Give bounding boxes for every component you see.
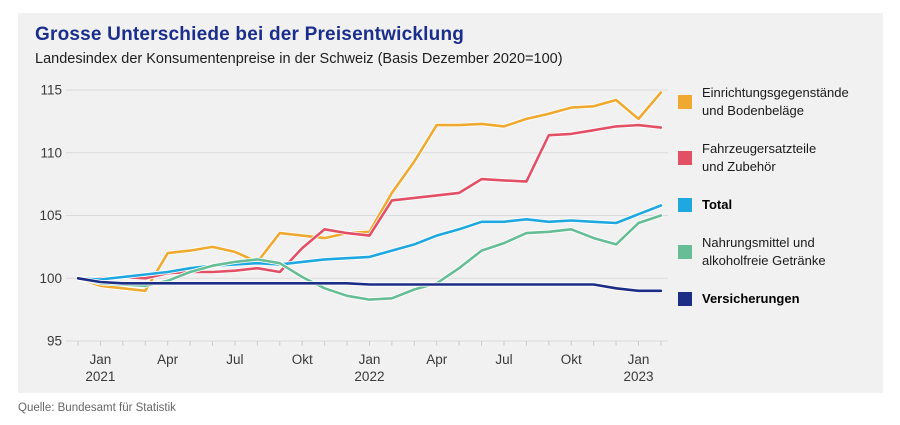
y-tick-label: 115 <box>40 83 62 98</box>
x-tick-label: Jan <box>359 352 381 367</box>
legend-label-einrichtungsgegenstaende: Einrichtungsgegenstände und Bodenbeläge <box>702 85 849 118</box>
legend-swatch-nahrungsmittel <box>678 245 692 259</box>
x-tick-label: Jul <box>495 352 512 367</box>
legend-item-versicherungen: Versicherungen <box>678 290 888 308</box>
series-lines <box>75 90 664 302</box>
legend-item-fahrzeugersatzteile: Fahrzeugersatzteile und Zubehör <box>678 140 888 176</box>
x-axis-labels: Jan 2021 Apr Jul Okt Jan 2022 Apr Jul Okt Jan 2023 <box>85 352 653 384</box>
series-halo-einrichtungsgegenstaende <box>75 90 664 293</box>
x-tick-year-label: 2022 <box>354 369 384 384</box>
chart-panel <box>18 13 883 393</box>
x-tick-label: Jan <box>628 352 650 367</box>
series-line-einrichtungsgegenstaende <box>76 91 663 293</box>
x-tick-label: Jan <box>90 352 112 367</box>
x-tick-label: Okt <box>561 352 582 367</box>
y-tick-label: 95 <box>47 334 62 349</box>
chart-title: Grosse Unterschiede bei der Preisentwick… <box>35 24 465 45</box>
series-line-total <box>76 204 663 281</box>
series-line-nahrungsmittel <box>76 214 663 301</box>
y-tick-label: 110 <box>40 145 62 160</box>
legend-swatch-total <box>678 198 692 212</box>
x-tick-year-label: 2021 <box>85 369 115 384</box>
x-tick-label: Jul <box>226 352 243 367</box>
y-tick-label: 100 <box>39 271 62 286</box>
legend-label-versicherungen: Versicherungen <box>702 291 800 306</box>
x-tick-year-label: 2023 <box>623 369 653 384</box>
y-axis-labels: 95 100 105 110 115 <box>39 83 62 349</box>
legend-item-einrichtungsgegenstaende: Einrichtungsgegenstände und Bodenbeläge <box>678 84 888 120</box>
legend-swatch-fahrzeugersatzteile <box>678 151 692 165</box>
legend-label-fahrzeugersatzteile: Fahrzeugersatzteile und Zubehör <box>702 141 817 174</box>
series-halo-total <box>75 203 664 282</box>
series-line-versicherungen <box>76 276 663 293</box>
source-note: Quelle: Bundesamt für Statistik <box>18 402 176 414</box>
legend-item-nahrungsmittel: Nahrungsmittel und alkoholfreie Getränke <box>678 234 888 270</box>
y-tick-label: 105 <box>39 208 62 223</box>
x-tick-label: Apr <box>157 352 179 367</box>
legend-label-total: Total <box>702 197 733 212</box>
chart-subtitle: Landesindex der Konsumentenpreise in der… <box>35 51 563 67</box>
chart-legend: Einrichtungsgegenstände und Bodenbeläge Fa… <box>678 84 888 308</box>
x-tick-label: Okt <box>292 352 313 367</box>
x-axis-ticks <box>77 341 662 346</box>
legend-label-nahrungsmittel: Nahrungsmittel und alkoholfreie Getränke <box>702 235 826 268</box>
legend-swatch-versicherungen <box>678 292 692 306</box>
gridlines <box>66 89 668 342</box>
legend-swatch-einrichtungsgegenstaende <box>678 95 692 109</box>
legend-item-total: Total <box>678 196 888 214</box>
x-tick-label: Apr <box>426 352 448 367</box>
